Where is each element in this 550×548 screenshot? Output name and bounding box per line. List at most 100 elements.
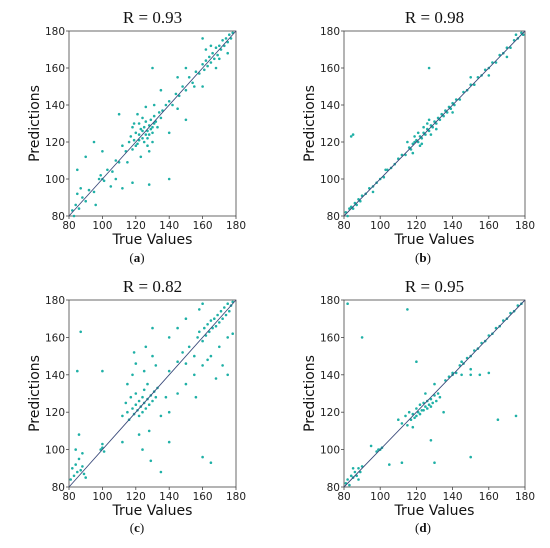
x-tick-label: 140 bbox=[443, 491, 463, 503]
panel-a: R = 0.93 80 100 120 140 160 180 80 100 120 140 160 1… bbox=[27, 8, 246, 265]
x-tick-label: 120 bbox=[406, 220, 426, 232]
scatter-point bbox=[144, 133, 148, 136]
x-tick-label: 180 bbox=[515, 491, 535, 503]
scatter-point bbox=[429, 133, 433, 136]
scatter-point bbox=[134, 144, 138, 147]
y-axis-label: Predictions bbox=[27, 355, 43, 432]
scatter-point bbox=[84, 199, 87, 203]
x-tick-label: 120 bbox=[126, 220, 146, 232]
scatter-point bbox=[469, 76, 473, 79]
scatter-point bbox=[71, 467, 74, 470]
y-tick-label: 120 bbox=[320, 407, 340, 419]
scatter-point bbox=[201, 339, 204, 343]
identity-line bbox=[343, 299, 526, 488]
scatter-point bbox=[187, 345, 191, 349]
scatter-point bbox=[176, 360, 179, 364]
scatter-point bbox=[134, 131, 138, 135]
scatter-point bbox=[147, 183, 151, 186]
scatter-point bbox=[400, 461, 404, 465]
scatter-point bbox=[433, 461, 436, 465]
scatter-point bbox=[127, 140, 131, 144]
scatter-point bbox=[167, 410, 171, 414]
scatter-point bbox=[121, 414, 124, 418]
scatter-point bbox=[224, 313, 228, 317]
scatter-point bbox=[132, 122, 136, 125]
x-axis-label: True Values bbox=[394, 503, 475, 519]
scatter-point bbox=[201, 302, 204, 306]
scatter-point bbox=[134, 392, 138, 395]
scatter-point bbox=[94, 203, 97, 207]
scatter-point bbox=[469, 367, 473, 371]
scatter-point bbox=[74, 203, 77, 207]
scatter-point bbox=[221, 364, 224, 367]
scatter-point bbox=[82, 472, 86, 476]
scatter-point bbox=[151, 326, 154, 330]
scatter-point bbox=[126, 382, 129, 386]
scatter-point bbox=[114, 159, 118, 162]
scatter-point bbox=[226, 336, 229, 339]
scatter-point bbox=[388, 463, 391, 466]
scatter-point bbox=[109, 185, 113, 188]
scatter-point bbox=[131, 125, 134, 129]
scatter-point bbox=[349, 135, 353, 138]
y-tick-label: 160 bbox=[45, 63, 65, 75]
chart-title: R = 0.82 bbox=[123, 277, 182, 296]
scatter-point bbox=[76, 168, 79, 172]
scatter-point bbox=[406, 140, 409, 144]
scatter-point bbox=[151, 140, 154, 144]
scatter-point bbox=[203, 326, 206, 330]
scatter-point bbox=[129, 395, 133, 399]
scatter-point bbox=[72, 474, 76, 478]
scatter-point bbox=[427, 118, 431, 122]
scatter-point bbox=[422, 125, 425, 129]
scatter-point bbox=[221, 39, 224, 42]
y-tick-label: 140 bbox=[45, 370, 65, 382]
scatter-point bbox=[206, 64, 209, 68]
scatter-point bbox=[487, 371, 491, 375]
x-tick-label: 120 bbox=[406, 491, 426, 503]
scatter-point bbox=[77, 457, 81, 461]
scatter-point bbox=[194, 70, 198, 73]
scatter-point bbox=[415, 414, 418, 418]
scatter-point bbox=[193, 85, 196, 88]
scatter-point bbox=[151, 131, 154, 135]
scatter-point bbox=[144, 120, 148, 123]
scatter-point bbox=[159, 414, 163, 418]
x-tick-label: 140 bbox=[159, 220, 179, 232]
scatter-point bbox=[101, 442, 104, 446]
scatter-point bbox=[126, 161, 129, 164]
scatter-point bbox=[191, 81, 194, 85]
scatter-point bbox=[144, 105, 148, 109]
scatter-point bbox=[219, 309, 223, 313]
scatter-point bbox=[487, 74, 491, 77]
scatter-point bbox=[351, 467, 355, 470]
x-axis-label: True Values bbox=[112, 232, 193, 248]
y-tick-label: 180 bbox=[45, 26, 65, 38]
scatter-point bbox=[353, 470, 357, 474]
scatter-point bbox=[151, 66, 154, 70]
scatter-point bbox=[117, 112, 121, 116]
scatter-point bbox=[176, 392, 179, 395]
scatter-point bbox=[201, 455, 204, 459]
scatter-point bbox=[146, 137, 149, 140]
scatter-point bbox=[206, 323, 209, 326]
scatter-point bbox=[406, 424, 409, 427]
scatter-point bbox=[209, 461, 213, 465]
scatter-point bbox=[149, 118, 153, 122]
scatter-point bbox=[478, 373, 482, 377]
scatter-point bbox=[79, 187, 82, 190]
scatter-point bbox=[137, 122, 141, 125]
scatter-point bbox=[131, 373, 134, 377]
scatter-point bbox=[357, 467, 360, 470]
scatter-point bbox=[159, 88, 163, 92]
scatter-point bbox=[221, 317, 224, 321]
x-tick-label: 100 bbox=[370, 220, 390, 232]
scatter-point bbox=[203, 68, 206, 72]
y-tick-label: 140 bbox=[320, 370, 340, 382]
scatter-point bbox=[131, 148, 134, 151]
scatter-point bbox=[132, 138, 136, 142]
y-tick-label: 160 bbox=[45, 332, 65, 344]
scatter-point bbox=[87, 188, 91, 192]
scatter-point bbox=[171, 103, 174, 107]
scatter-point bbox=[460, 360, 463, 364]
